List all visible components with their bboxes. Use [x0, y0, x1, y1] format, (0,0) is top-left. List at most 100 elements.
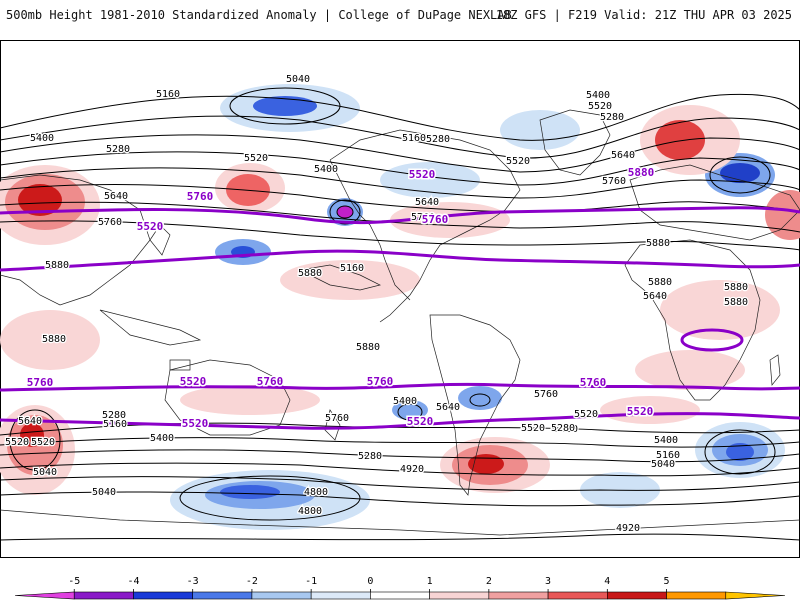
contour-label: 5160: [656, 450, 680, 461]
contour-label: 5640: [436, 402, 460, 413]
colorbar-tick-label: 1: [427, 576, 433, 587]
contour-label: 5160: [402, 133, 426, 144]
contour-label: 5880: [298, 268, 322, 279]
colorbar-swatch: [488, 591, 549, 600]
colorbar-tick-label: 2: [486, 576, 492, 587]
contour-label: 4920: [400, 464, 424, 475]
map-panel: 5040516054005280552056405760588054005520…: [0, 40, 800, 558]
contour-label: 5160: [156, 89, 180, 100]
anomaly-neg-gulf-alaska-core: [337, 206, 353, 218]
colorbar-tick-label: 3: [545, 576, 551, 587]
contour-label: 5880: [45, 260, 69, 271]
colorbar-swatch: [370, 591, 430, 600]
colorbar-tick-label: -1: [305, 576, 317, 587]
contour-label: 5520: [588, 101, 612, 112]
colorbar-tick-label: -2: [246, 576, 258, 587]
contour-label: 5760: [534, 389, 558, 400]
contour-label: 5040: [92, 487, 116, 498]
contour-label: 5280: [600, 112, 624, 123]
colorbar-tick-label: -5: [68, 576, 80, 587]
map-header: 500mb Height 1981-2010 Standardized Anom…: [0, 0, 800, 30]
thick-contour-label: 5760: [187, 190, 214, 203]
anomaly-pos-hawaii: [280, 260, 420, 300]
anomaly-pos-s-america-core: [468, 454, 504, 474]
thick-contour-label: 5520: [407, 415, 434, 428]
contour-label: 5400: [150, 433, 174, 444]
contour-label: 5520: [31, 437, 55, 448]
contour-label: 5040: [651, 459, 675, 470]
contour-label: 5520: [5, 437, 29, 448]
thick-contour-label: 5760: [367, 375, 394, 388]
colorbar-tick-label: -4: [127, 576, 139, 587]
contour-label: 5760: [602, 176, 626, 187]
anomaly-pos-greenland-core: [655, 120, 705, 160]
model-valid-time: 18Z GFS | F219 Valid: 21Z THU APR 03 202…: [495, 8, 792, 22]
thick-contour-label: 5760: [27, 376, 54, 389]
anomaly-neg-south-pac-core: [220, 485, 280, 499]
contour-label: 5160: [103, 419, 127, 430]
anomaly-neg-scandinavia-core: [720, 163, 760, 183]
colorbar-swatch: [310, 591, 371, 600]
colorbar-tick-labels: -5 -4 -3 -2 -1 0 1 2 3 4 5: [68, 576, 670, 592]
contour-label: 5880: [648, 277, 672, 288]
contour-label: 5040: [286, 74, 310, 85]
contour-label: 5880: [42, 334, 66, 345]
anomaly-pos-s-pac: [180, 385, 320, 415]
colorbar-swatch: [666, 591, 727, 600]
anomaly-neg-sw-atlantic: [458, 386, 502, 410]
thick-contour-label: 5880: [628, 166, 655, 179]
colorbar-swatches: [14, 591, 786, 600]
colorbar-tick-label: 0: [367, 576, 373, 587]
thick-contour-label: 5760: [422, 213, 449, 226]
anomaly-neg-sw-atlantic2: [392, 400, 428, 420]
contour-label: 5400: [586, 90, 610, 101]
colorbar-swatch: [133, 591, 193, 600]
anomaly-pos-s-africa: [635, 350, 745, 390]
contour-label: 5880: [646, 238, 670, 249]
contour-label: 5520: [574, 409, 598, 420]
anomaly-pos-indian: [0, 310, 100, 370]
thick-contour-label: 5520: [180, 375, 207, 388]
anomaly-neg-baffin: [500, 110, 580, 150]
contour-label: 4800: [304, 487, 328, 498]
contour-label: 5760: [98, 217, 122, 228]
contour-label: 5640: [643, 291, 667, 302]
contour-label: 5640: [611, 150, 635, 161]
anomaly-pos-siberia-core: [18, 184, 62, 216]
contour-label: 5400: [654, 435, 678, 446]
contour-label: 5640: [18, 416, 42, 427]
contour-label: 5400: [314, 164, 338, 175]
thick-contour-label: 5520: [627, 405, 654, 418]
contour-label: 5880: [724, 282, 748, 293]
contour-label: 5760: [325, 413, 349, 424]
anomaly-pos-s-atl: [600, 396, 700, 424]
contour-label: 5280: [551, 423, 575, 434]
contour-label: 5160: [656, 450, 680, 461]
colorbar-swatch: [725, 591, 786, 600]
colorbar-tick-label: 4: [604, 576, 610, 587]
contour-label: 5640: [415, 197, 439, 208]
thick-contours: [0, 206, 800, 430]
product-title: 500mb Height 1981-2010 Standardized Anom…: [6, 8, 512, 22]
contour-label: 5520: [244, 153, 268, 164]
contour-label: 5400: [30, 133, 54, 144]
anomaly-shading: [0, 84, 800, 530]
anomaly-pos-europe: [765, 190, 800, 240]
thick-contour-label: 5760: [257, 375, 284, 388]
contour-label: 5400: [393, 396, 417, 407]
colorbar-swatch: [192, 591, 253, 600]
contour-label: 5280: [102, 410, 126, 421]
contour-label: 5520: [521, 423, 545, 434]
anomaly-neg-s-indian-core2: [726, 443, 754, 461]
contour-labels: 5040516054005280552056405760588054005520…: [4, 73, 750, 536]
contour-label: 5520: [506, 156, 530, 167]
contour-label: 5160: [340, 263, 364, 274]
anomaly-pos-africa: [660, 280, 780, 340]
anomaly-neg-aleutian-core: [253, 96, 317, 116]
contour-label: 5280: [358, 451, 382, 462]
colorbar-swatch: [607, 591, 667, 600]
thick-contour-label: 5760: [580, 376, 607, 389]
contour-label: 4800: [298, 506, 322, 517]
thick-contour-label: 5520: [137, 220, 164, 233]
contour-label: 5760: [411, 212, 435, 223]
